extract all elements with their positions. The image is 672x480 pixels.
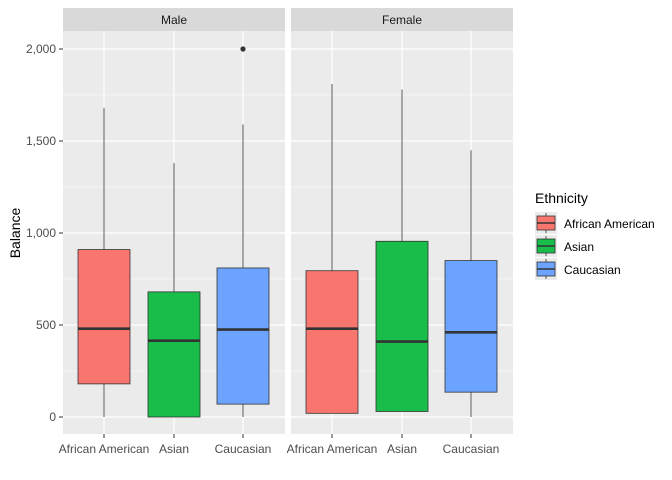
iqr-box — [77, 249, 131, 385]
box-female-african-american — [305, 83, 359, 414]
outlier-point — [240, 46, 246, 52]
legend-entry-asian: Asian — [535, 235, 594, 257]
legend-label: Asian — [564, 240, 594, 254]
box-male-asian — [147, 163, 201, 418]
legend-entry-african-american: African American — [535, 212, 655, 234]
iqr-box — [216, 267, 270, 405]
x-tick-label: African American — [59, 442, 150, 456]
facet-strip-label: Male — [161, 13, 187, 27]
box-male-caucasian — [216, 46, 270, 417]
y-tick-label: 1,500 — [26, 134, 56, 148]
x-tick-label: Caucasian — [215, 442, 272, 456]
box-male-african-american — [77, 107, 131, 417]
legend-title: Ethnicity — [535, 190, 588, 206]
iqr-box — [305, 270, 359, 414]
iqr-box — [375, 240, 429, 412]
facet-strip-label: Female — [382, 13, 422, 27]
iqr-box — [147, 291, 201, 418]
box-female-asian — [375, 89, 429, 412]
facet-strip — [63, 8, 285, 31]
x-tick-label: Caucasian — [443, 442, 500, 456]
legend-label: Caucasian — [564, 263, 621, 277]
x-tick-label: Asian — [159, 442, 189, 456]
legend-entry-caucasian: Caucasian — [535, 258, 621, 280]
y-tick-label: 2,000 — [26, 42, 56, 56]
y-tick-label: 0 — [49, 410, 56, 424]
legend: Ethnicity African American Asian Caucasian — [535, 190, 655, 280]
x-tick-label: African American — [287, 442, 378, 456]
y-tick-label: 1,000 — [26, 226, 56, 240]
legend-label: African American — [564, 217, 655, 231]
box-female-caucasian — [444, 150, 498, 417]
facet-panel-female: Female African American Asian Caucasian — [287, 8, 513, 456]
facet-panel-male: Male African American Asian Caucasian — [59, 8, 285, 456]
iqr-box — [444, 260, 498, 393]
y-tick-label: 500 — [36, 318, 56, 332]
y-axis: 0 500 1,000 1,500 2,000 — [26, 42, 63, 424]
x-tick-label: Asian — [387, 442, 417, 456]
facet-strip — [291, 8, 513, 31]
y-axis-title: Balance — [7, 207, 23, 258]
